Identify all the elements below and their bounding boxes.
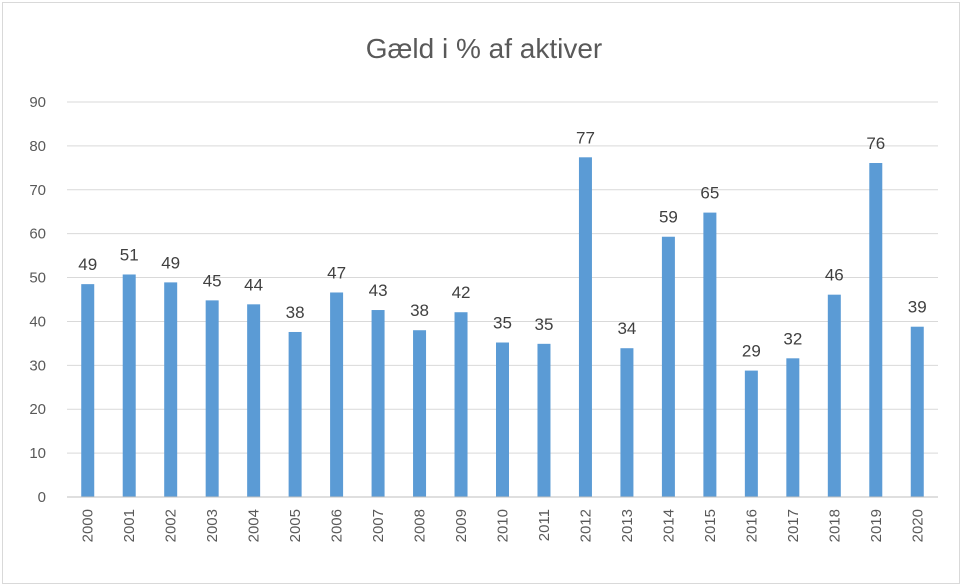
x-tick-label: 2011 — [536, 509, 553, 541]
chart-title: Gæld i % af aktiver — [366, 33, 603, 64]
data-label: 46 — [825, 266, 844, 285]
bar — [827, 294, 841, 497]
y-tick-label: 30 — [29, 357, 46, 374]
bar — [661, 236, 675, 497]
data-label: 39 — [908, 298, 927, 317]
x-tick-label: 2006 — [329, 509, 346, 542]
data-label: 44 — [244, 275, 263, 294]
x-tick-label: 2001 — [121, 509, 138, 542]
data-label: 43 — [369, 281, 388, 300]
bar — [371, 310, 385, 497]
y-tick-label: 60 — [29, 226, 46, 243]
x-tick-label: 2015 — [702, 509, 719, 542]
bar — [122, 274, 136, 497]
data-label: 45 — [203, 271, 222, 290]
x-tick-label: 2003 — [204, 509, 221, 542]
bars — [81, 157, 924, 498]
x-tick-label: 2014 — [660, 509, 677, 542]
data-label: 34 — [617, 319, 636, 338]
data-label: 49 — [161, 253, 180, 272]
bar — [537, 343, 551, 497]
bar — [496, 342, 509, 497]
data-label: 38 — [410, 301, 429, 320]
data-labels: 49 51 49 45 44 38 47 43 38 42 35 35 77 34 59 65 29 32 46 76… — [78, 128, 926, 360]
data-label: 49 — [78, 255, 97, 274]
data-label: 51 — [120, 245, 139, 264]
bar — [703, 212, 717, 497]
x-tick-label: 2010 — [495, 509, 512, 542]
y-tick-label: 20 — [29, 401, 46, 418]
y-tick-label: 90 — [29, 94, 46, 111]
y-tick-label: 10 — [29, 445, 46, 462]
bar — [910, 326, 924, 497]
bar — [744, 370, 758, 497]
bar — [205, 300, 219, 497]
data-label: 29 — [742, 342, 761, 361]
x-tick-label: 2020 — [909, 509, 926, 542]
x-tick-label: 2009 — [453, 509, 470, 542]
x-tick-label: 2019 — [868, 509, 885, 542]
x-tick-label: 2018 — [826, 509, 843, 542]
data-label: 59 — [659, 208, 678, 227]
x-tick-label: 2000 — [80, 509, 97, 542]
y-tick-label: 70 — [29, 182, 46, 199]
data-label: 42 — [452, 283, 471, 302]
data-label: 35 — [535, 315, 554, 334]
x-tick-label: 2013 — [619, 509, 636, 542]
bar — [454, 312, 468, 497]
x-tick-label: 2007 — [370, 509, 387, 542]
y-tick-label: 0 — [38, 489, 46, 506]
x-tick-label: 2016 — [743, 509, 760, 542]
data-label: 35 — [493, 314, 512, 333]
bar — [81, 284, 95, 497]
x-tick-label: 2008 — [412, 509, 429, 542]
bar — [620, 348, 634, 497]
x-tick-label: 2017 — [785, 509, 802, 542]
y-tick-label: 40 — [29, 313, 46, 330]
bar — [288, 331, 302, 497]
x-tick-label: 2004 — [246, 509, 263, 542]
x-tick-label: 2005 — [287, 509, 304, 542]
data-label: 38 — [286, 303, 305, 322]
data-label: 77 — [576, 128, 595, 147]
x-tick-label: 2012 — [577, 509, 594, 542]
y-axis-ticks: 0 10 20 30 40 50 60 70 80 90 — [29, 94, 46, 506]
x-tick-label: 2002 — [163, 509, 180, 542]
data-label: 32 — [783, 329, 802, 348]
bar — [786, 358, 800, 497]
bar — [413, 330, 427, 497]
y-tick-label: 80 — [29, 138, 46, 155]
bar — [578, 157, 592, 498]
bar — [869, 163, 883, 497]
bar — [330, 292, 344, 497]
data-label: 76 — [866, 134, 885, 153]
data-label: 47 — [327, 263, 346, 282]
bar — [164, 282, 178, 497]
x-axis-ticks: 2000 2001 2002 2003 2004 2005 2006 2007 2008 2009… — [80, 509, 927, 542]
data-label: 65 — [700, 184, 719, 203]
bar — [247, 304, 261, 497]
y-tick-label: 50 — [29, 270, 46, 287]
